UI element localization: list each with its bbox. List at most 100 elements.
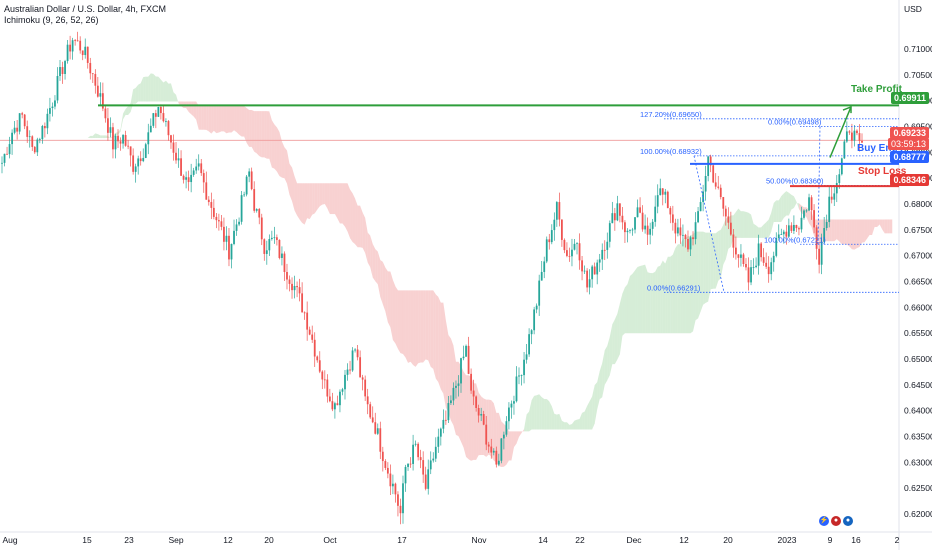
candle-body [687,239,689,250]
candle-body [71,40,74,52]
ichimoku-cloud-segment [783,191,787,218]
candle-body [578,243,581,261]
candle-body [180,158,182,176]
ichimoku-cloud-segment [846,219,850,247]
candle-body [808,197,810,211]
candle-body [339,391,341,406]
ichimoku-cloud-segment [645,264,648,334]
candle-body [326,379,329,397]
candle-body [573,243,576,250]
candle-body [629,229,631,231]
ichimoku-cloud-segment [793,196,797,208]
ichimoku-cloud-segment [274,124,277,172]
candle-body [545,239,548,262]
candle-body [3,153,6,163]
candle-body [28,136,31,138]
candle-body [144,144,147,158]
symbol-title[interactable]: Australian Dollar / U.S. Dollar, 4h, FXC… [4,4,167,14]
candle-body [258,209,261,218]
candle-body [99,93,102,97]
ichimoku-cloud-segment [107,135,111,139]
ichimoku-cloud-segment [720,224,724,279]
ichimoku-cloud-segment [582,411,585,430]
candle-body [91,73,94,75]
ichimoku-cloud-segment [872,219,875,235]
candle-body [495,450,498,465]
ichimoku-cloud-segment [798,203,802,213]
ichimoku-cloud-segment [844,219,847,245]
ichimoku-cloud-segment [105,135,108,139]
candle-body [13,127,16,133]
ichimoku-cloud-segment [314,183,318,214]
candle-body [631,229,634,231]
candle-body [530,330,533,335]
event-icons[interactable]: ⚡ ● ● [819,516,853,526]
ichimoku-cloud-segment [478,392,482,456]
candle-body [359,357,362,378]
candle-body [752,267,755,268]
indicator-label[interactable]: Ichimoku (9, 26, 52, 26) [4,15,99,25]
flag-icon-us[interactable]: ● [843,516,853,526]
ichimoku-cloud-segment [612,319,615,365]
ichimoku-cloud-segment [622,287,625,336]
candle-body [452,387,455,401]
ichimoku-cloud-segment [617,303,620,360]
ichimoku-cloud-segment [829,219,832,242]
candle-body [760,243,763,258]
candle-body [861,140,863,143]
ichimoku-cloud-segment [738,208,741,238]
ichimoku-cloud-segment [213,106,217,134]
ichimoku-cloud-segment [536,394,540,430]
flag-icon-au[interactable]: ● [831,516,841,526]
ichimoku-cloud-segment [226,106,229,134]
candle-body [553,219,556,231]
ichimoku-cloud-segment [882,219,885,234]
ichimoku-cloud-segment [259,111,262,158]
ichimoku-cloud-segment [246,108,250,147]
candle-body [283,253,286,272]
ichimoku-cloud-segment [304,183,308,225]
ichimoku-cloud-segment [655,266,658,334]
candle-body [555,202,558,220]
candle-body [772,255,775,263]
ichimoku-cloud-segment [556,413,560,430]
candle-body [825,222,828,229]
candle-body [407,463,409,467]
lightning-icon[interactable]: ⚡ [819,516,829,526]
ichimoku-cloud-segment [854,219,857,250]
candle-body [717,186,720,188]
ichimoku-cloud-segment [334,183,338,219]
candle-body [535,305,538,310]
ichimoku-cloud-segment [130,89,134,112]
ichimoku-cloud-segment [186,101,189,112]
ichimoku-cloud-segment [819,219,822,244]
ichimoku-cloud-segment [438,296,441,390]
ichimoku-cloud-segment [294,176,298,216]
ichimoku-cloud-segment [254,111,257,154]
ichimoku-cloud-segment [541,397,545,430]
candle-body [316,356,319,361]
ichimoku-cloud-segment [751,214,754,238]
candle-body [331,401,334,410]
candle-body [465,345,467,357]
candle-body [513,401,515,404]
candle-body [790,225,793,231]
candle-body [596,262,599,275]
fib-level-label: 100.00%(0.67221) [764,235,826,244]
candle-body [737,254,740,258]
ichimoku-cloud-segment [867,219,870,239]
ichimoku-cloud-segment [201,106,204,130]
ichimoku-cloud-segment [450,338,454,426]
candle-body [626,230,629,233]
candle-body [296,285,298,288]
candle-body [51,106,54,109]
ichimoku-cloud-segment [662,260,666,334]
ichimoku-cloud-segment [251,109,255,152]
ichimoku-cloud-segment [75,147,78,154]
candle-body [119,141,122,144]
candle-body [142,157,145,162]
ichimoku-cloud-segment [619,293,623,355]
candle-body [543,261,546,272]
candle-body [238,221,240,225]
